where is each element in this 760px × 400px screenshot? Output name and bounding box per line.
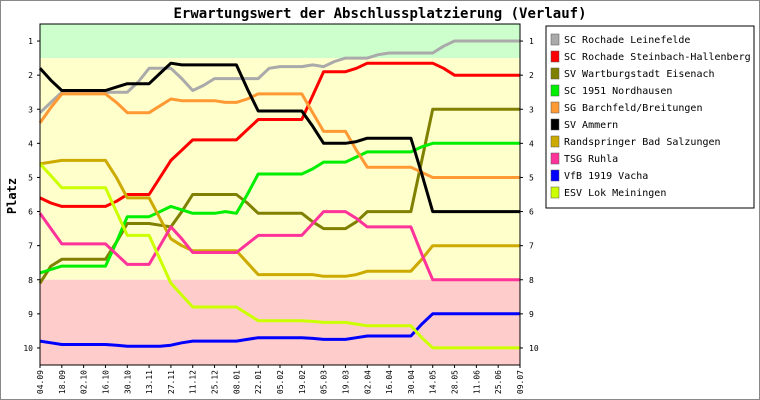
x-tick-label: 16.10 <box>101 370 110 394</box>
legend-label: SC Rochade Steinbach-Hallenberg <box>564 52 751 63</box>
y-tick-label-left: 4 <box>28 139 33 148</box>
x-tick-label: 13.11 <box>145 370 154 394</box>
x-tick-label: 19.02 <box>298 370 307 394</box>
legend-label: SC 1951 Nordhausen <box>564 86 672 97</box>
x-tick-label: 02.10 <box>80 370 89 394</box>
series-line-6 <box>38 61 520 214</box>
y-tick-label-left: 10 <box>23 344 33 353</box>
x-tick-label: 14.05 <box>429 370 438 394</box>
y-tick-label-right: 1 <box>529 37 534 46</box>
legend-label: ESV Lok Meiningen <box>564 188 666 199</box>
y-tick-label-left: 3 <box>28 105 33 114</box>
y-tick-label-left: 9 <box>28 310 33 319</box>
y-tick-label-left: 7 <box>28 242 33 251</box>
x-tick-label: 16.04 <box>385 370 394 394</box>
legend-label: SV Wartburgstadt Eisenach <box>564 69 715 80</box>
series-line-8 <box>38 210 520 282</box>
y-ticks: 1 1 2 2 3 3 4 4 5 5 6 6 7 7 8 8 9 9 10 10 <box>23 37 538 353</box>
x-tick-label: 25.06 <box>494 370 503 394</box>
x-tick-label: 30.04 <box>407 370 416 394</box>
legend-label: TSG Ruhla <box>564 154 618 165</box>
legend: SC Rochade Leinefelde SC Rochade Steinbac… <box>545 25 755 209</box>
y-tick-label-right: 8 <box>529 276 534 285</box>
x-tick-label: 09.07 <box>516 370 525 394</box>
x-tick-label: 18.09 <box>58 370 67 394</box>
x-tick-label: 11.12 <box>189 370 198 394</box>
y-axis-label: Platz <box>5 178 19 214</box>
series-lines <box>38 39 520 350</box>
series-line-10 <box>38 162 520 350</box>
legend-label: VfB 1919 Vacha <box>564 171 648 182</box>
x-tick-label: 22.01 <box>254 370 263 394</box>
y-tick-label-right: 10 <box>529 344 539 353</box>
x-tick-label: 19.03 <box>341 370 350 394</box>
series-line-4 <box>39 141 520 275</box>
y-tick-label-left: 5 <box>28 173 33 182</box>
chart-title: Erwartungswert der Abschlussplatzierung … <box>173 6 586 22</box>
legend-label: Randspringer Bad Salzungen <box>564 137 721 148</box>
legend-swatch <box>550 84 560 97</box>
y-tick-label-right: 5 <box>529 173 534 182</box>
x-tick-label: 05.02 <box>276 370 285 394</box>
y-tick-label-right: 9 <box>529 310 534 319</box>
x-tick-label: 02.04 <box>363 370 372 394</box>
legend-swatch <box>550 101 560 114</box>
y-tick-label-left: 1 <box>28 37 33 46</box>
series-line-7 <box>39 158 520 278</box>
y-tick-label-right: 6 <box>529 208 534 217</box>
legend-label: SG Barchfeld/Breitungen <box>564 103 702 114</box>
legend-swatch <box>550 33 560 46</box>
series-line-5 <box>38 92 520 179</box>
legend-swatch <box>550 152 560 165</box>
legend-swatch <box>550 118 560 131</box>
x-ticks: 04.09 18.09 02.10 16.10 30.10 13.11 27.11 11.12… <box>36 365 525 394</box>
series-line-2 <box>39 61 520 208</box>
x-tick-label: 25.12 <box>211 370 220 394</box>
series-line-9 <box>39 312 520 348</box>
series-line-1 <box>38 39 520 114</box>
background-band-3 <box>40 279 520 365</box>
y-tick-label-right: 2 <box>529 71 534 80</box>
y-tick-label-right: 4 <box>529 139 534 148</box>
background-band-1 <box>40 24 520 59</box>
legend-label: SC Rochade Leinefelde <box>564 35 690 46</box>
legend-swatch <box>550 186 560 199</box>
y-tick-label-right: 7 <box>529 242 534 251</box>
y-tick-label-left: 2 <box>28 71 33 80</box>
y-tick-label-left: 8 <box>28 276 33 285</box>
legend-swatch <box>550 135 560 148</box>
x-tick-label: 11.06 <box>472 370 481 394</box>
x-tick-label: 08.01 <box>232 370 241 394</box>
legend-swatch <box>550 169 560 182</box>
x-tick-label: 04.09 <box>36 370 45 394</box>
x-tick-label: 30.10 <box>123 370 132 394</box>
legend-box <box>545 25 755 209</box>
legend-label: SV Ammern <box>564 120 618 131</box>
x-tick-label: 28.05 <box>451 370 460 394</box>
legend-swatch <box>550 50 560 63</box>
x-tick-label: 05.03 <box>320 370 329 394</box>
y-tick-label-left: 6 <box>28 208 33 217</box>
x-tick-label: 27.11 <box>167 370 176 394</box>
y-tick-label-right: 3 <box>529 105 534 114</box>
legend-swatch <box>550 67 560 80</box>
